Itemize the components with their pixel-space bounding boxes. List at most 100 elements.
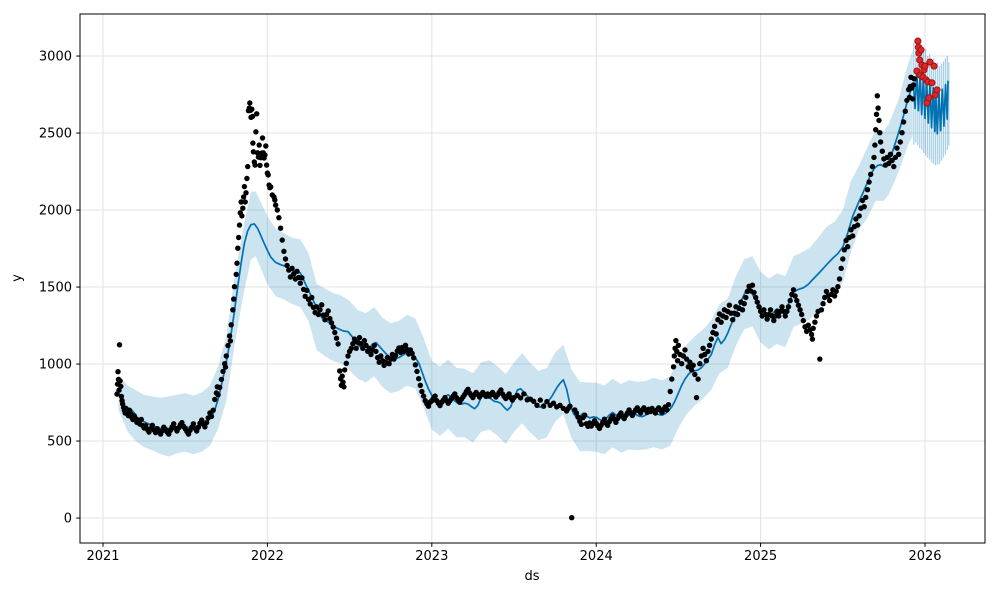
observation-point (835, 284, 841, 290)
observation-point (785, 304, 792, 310)
observation-point (233, 271, 239, 278)
observation-point (149, 422, 155, 428)
anomaly-point (925, 94, 933, 102)
observation-point (348, 345, 354, 351)
observation-point (873, 111, 880, 118)
observation-point (217, 384, 223, 391)
observation-point (706, 342, 713, 348)
observation-point (402, 342, 409, 348)
observation-point (116, 342, 123, 348)
observation-point (776, 313, 782, 319)
observation-point (309, 294, 315, 301)
observation-point (337, 368, 343, 374)
observation-point (276, 215, 282, 221)
plot-layers: 2021 2022 2023 2024 2025 2026 0 500 1000 1500 2000… (39, 13, 986, 564)
observation-point (675, 342, 682, 348)
observation-point (208, 413, 215, 420)
observation-point (263, 162, 270, 168)
observation-point (569, 515, 575, 521)
observation-point (573, 410, 580, 416)
observation-point (250, 149, 257, 155)
observation-point (820, 301, 826, 307)
observation-point (826, 297, 833, 304)
observation-point (703, 358, 709, 364)
observation-point (138, 416, 144, 423)
observation-point (432, 393, 438, 399)
observation-point (708, 336, 714, 342)
observation-point (299, 275, 305, 281)
observation-point (537, 397, 543, 403)
observation-point (225, 342, 231, 349)
observation-point (810, 325, 816, 331)
observation-point (416, 376, 422, 382)
observation-point (887, 151, 894, 157)
observation-point (761, 307, 767, 313)
observation-point (879, 148, 885, 154)
observation-point (753, 294, 759, 301)
observation-point (808, 331, 815, 338)
observation-point (212, 396, 218, 403)
observation-point (911, 76, 917, 82)
observation-point (894, 145, 900, 151)
observation-point (361, 337, 368, 344)
observation-point (674, 358, 681, 364)
observation-point (711, 323, 718, 329)
observation-point (567, 403, 573, 409)
observation-point (254, 111, 260, 117)
observation-point (876, 117, 882, 124)
observation-point (823, 288, 830, 295)
observation-point (412, 362, 419, 368)
observation-point (749, 282, 756, 288)
observation-point (743, 294, 749, 301)
observation-point (350, 341, 356, 347)
observation-point (411, 355, 417, 361)
observation-point (734, 311, 741, 318)
observation-point (227, 338, 234, 344)
x-tick-label: 2026 (908, 549, 941, 564)
observation-point (779, 304, 785, 310)
observation-point (730, 317, 736, 323)
observation-point (218, 376, 225, 383)
observation-point (245, 163, 251, 170)
observation-point (190, 421, 197, 427)
observation-point (392, 352, 399, 359)
observation-point (818, 307, 825, 313)
observation-point (896, 151, 902, 157)
observation-point (575, 414, 581, 420)
observation-point (118, 383, 124, 390)
observation-point (767, 307, 774, 313)
observation-point (297, 280, 303, 286)
observation-point (866, 179, 872, 185)
observation-point (265, 172, 271, 178)
observation-point (794, 297, 800, 304)
observation-point (899, 130, 905, 136)
observation-point (670, 364, 677, 370)
observation-point (241, 183, 248, 190)
observation-point (813, 313, 820, 319)
observation-point (840, 256, 846, 262)
observation-point (764, 316, 770, 322)
observation-point (875, 105, 881, 111)
y-axis-label: y (10, 274, 25, 282)
observation-point (371, 342, 377, 348)
y-tick-label: 0 (64, 512, 72, 527)
observation-point (664, 407, 670, 413)
observation-point (327, 315, 333, 322)
observation-point (274, 207, 280, 213)
observation-point (877, 130, 883, 136)
observation-point (754, 299, 760, 305)
observation-point (250, 140, 256, 146)
x-tick-label: 2023 (415, 549, 448, 564)
observation-point (534, 402, 540, 408)
y-tick-label: 1500 (39, 281, 72, 296)
observation-point (115, 369, 121, 375)
observation-point (118, 393, 125, 400)
observation-point (319, 302, 325, 308)
observation-point (874, 93, 880, 99)
observation-point (692, 371, 698, 378)
observation-point (739, 307, 746, 313)
observation-point (171, 421, 177, 427)
observation-point (861, 204, 867, 210)
